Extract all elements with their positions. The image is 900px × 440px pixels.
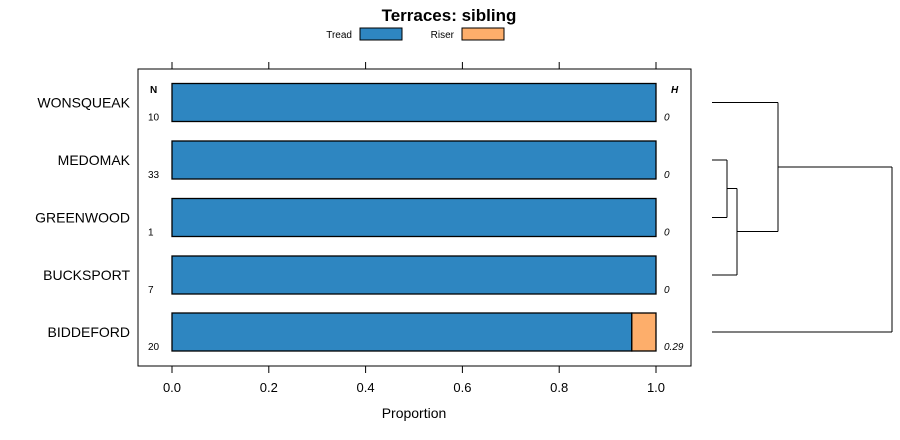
x-tick-label: 0.0 — [163, 380, 181, 395]
category-label-bucksport: BUCKSPORT — [43, 267, 130, 283]
n-value: 10 — [148, 113, 160, 124]
category-labels: WONSQUEAK MEDOMAK GREENWOOD BUCKSPORT BIDDEF… — [35, 95, 131, 341]
legend: Tread Riser — [326, 27, 505, 41]
top-axis-ticks — [171, 62, 657, 69]
bar-biddeford-tread — [171, 312, 633, 352]
n-value: 7 — [148, 285, 154, 296]
category-label-medomak: MEDOMAK — [58, 152, 131, 168]
plot-frame — [137, 68, 692, 367]
dendrogram — [712, 102, 893, 333]
h-value: 0 — [664, 170, 670, 181]
x-tick-label: 0.4 — [357, 380, 375, 395]
x-axis: 0.0 0.2 0.4 0.6 0.8 1.0 — [163, 366, 665, 395]
x-tick-label: 0.8 — [550, 380, 568, 395]
bar-biddeford-riser — [631, 312, 657, 352]
x-axis-title: Proportion — [382, 405, 447, 421]
h-labels: H 0 0 0 0 0.29 — [664, 85, 684, 353]
n-value: 1 — [148, 228, 154, 239]
legend-label-tread: Tread — [326, 30, 352, 41]
h-value: 0 — [664, 285, 670, 296]
legend-swatch-tread — [359, 27, 403, 41]
bar-wonsqueak-tread — [171, 82, 657, 123]
n-labels: N 10 33 1 7 20 — [148, 85, 160, 353]
bar-bucksport-tread — [171, 255, 657, 295]
h-header: H — [671, 85, 679, 96]
bar-greenwood-tread — [171, 197, 657, 238]
category-label-biddeford: BIDDEFORD — [48, 324, 130, 340]
n-header: N — [150, 85, 157, 96]
chart-title: Terraces: sibling — [382, 6, 517, 25]
x-tick-label: 0.2 — [260, 380, 278, 395]
h-value: 0.29 — [664, 342, 684, 353]
legend-swatch-riser — [461, 27, 505, 41]
legend-label-riser: Riser — [431, 30, 455, 41]
x-tick-label: 0.6 — [453, 380, 471, 395]
n-value: 20 — [148, 342, 160, 353]
category-label-wonsqueak: WONSQUEAK — [37, 95, 130, 111]
n-value: 33 — [148, 170, 160, 181]
h-value: 0 — [664, 113, 670, 124]
bars — [171, 82, 657, 352]
h-value: 0 — [664, 228, 670, 239]
category-label-greenwood: GREENWOOD — [35, 210, 130, 226]
x-tick-label: 1.0 — [647, 380, 665, 395]
bar-medomak-tread — [171, 140, 657, 180]
